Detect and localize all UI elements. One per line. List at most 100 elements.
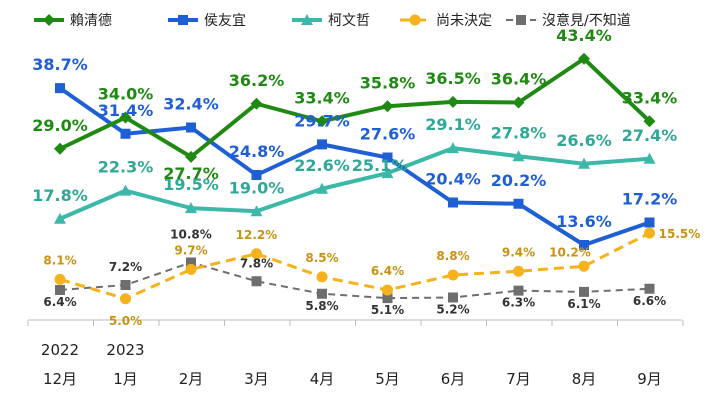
data-label: 19.0% bbox=[229, 178, 285, 197]
data-point bbox=[448, 197, 458, 208]
data-point bbox=[55, 285, 65, 295]
data-point bbox=[186, 257, 196, 268]
data-point bbox=[55, 83, 65, 94]
legend-item: 侯友宜 bbox=[168, 13, 246, 29]
data-point bbox=[316, 271, 328, 283]
data-point bbox=[579, 286, 589, 297]
x-tick-labels: 12月 1月 2月 3月 4月 5月 6月 7月 8月 9月 2022 2023 bbox=[41, 341, 662, 388]
data-point bbox=[382, 293, 393, 304]
data-label: 6.6% bbox=[633, 294, 666, 308]
data-point bbox=[316, 182, 328, 194]
series-markers bbox=[54, 52, 656, 305]
data-point bbox=[317, 288, 327, 299]
data-point bbox=[382, 284, 393, 296]
data-label: 43.4% bbox=[556, 26, 612, 45]
data-point bbox=[317, 139, 327, 150]
legend-item: 柯文哲 bbox=[292, 13, 370, 29]
data-point bbox=[643, 115, 656, 128]
data-label: 12.2% bbox=[236, 228, 278, 242]
legend-label: 沒意見/不知道 bbox=[542, 12, 631, 29]
data-label: 13.6% bbox=[556, 212, 612, 231]
data-point bbox=[119, 184, 132, 196]
data-label: 36.5% bbox=[425, 69, 481, 88]
data-label: 27.6% bbox=[360, 125, 416, 144]
legend-marker bbox=[301, 14, 313, 25]
data-label: 22.6% bbox=[294, 156, 350, 175]
data-label: 17.8% bbox=[32, 186, 88, 205]
legend-label: 賴清德 bbox=[70, 13, 112, 29]
data-label: 15.5% bbox=[659, 227, 701, 241]
data-label: 36.4% bbox=[491, 70, 547, 89]
series-line bbox=[59, 261, 650, 300]
data-label: 10.2% bbox=[549, 245, 591, 259]
x-tick-label: 8月 bbox=[572, 370, 597, 388]
data-point bbox=[644, 283, 655, 294]
series-line bbox=[59, 231, 651, 301]
legend-marker bbox=[43, 14, 55, 26]
data-label: 19.5% bbox=[163, 175, 219, 194]
data-label: 5.0% bbox=[109, 314, 142, 328]
data-point bbox=[120, 280, 131, 290]
data-point bbox=[447, 142, 459, 154]
data-label: 8.5% bbox=[305, 251, 338, 265]
data-point bbox=[186, 122, 196, 133]
data-point bbox=[185, 202, 197, 214]
data-label: 7.2% bbox=[109, 260, 142, 274]
data-label: 32.4% bbox=[163, 95, 219, 114]
data-point bbox=[513, 285, 524, 296]
data-label: 27.4% bbox=[622, 126, 678, 145]
data-label: 5.1% bbox=[371, 303, 404, 317]
data-label: 9.4% bbox=[502, 245, 535, 259]
series-line bbox=[59, 56, 651, 159]
data-point bbox=[250, 97, 263, 110]
legend-marker bbox=[516, 15, 526, 25]
data-label: 36.2% bbox=[229, 71, 285, 90]
data-labels: 6.4% 7.2% 10.8% 7.8% 5.8% 5.1% 5.2% 6.3% 6.1% 6.6… bbox=[32, 26, 700, 328]
data-point bbox=[382, 152, 393, 163]
data-point bbox=[448, 292, 458, 303]
data-label: 29.1% bbox=[425, 115, 481, 134]
data-label: 20.4% bbox=[425, 170, 481, 189]
year-label: 2023 bbox=[106, 341, 144, 359]
data-point bbox=[54, 273, 66, 285]
legend-label: 侯友宜 bbox=[204, 13, 246, 29]
legend-marker bbox=[409, 14, 421, 26]
data-point bbox=[316, 115, 328, 128]
data-label: 8.8% bbox=[436, 249, 469, 263]
data-point bbox=[54, 212, 66, 224]
data-label: 20.2% bbox=[491, 171, 547, 190]
data-point bbox=[447, 95, 459, 108]
data-point bbox=[119, 111, 132, 124]
series-lines bbox=[58, 56, 651, 301]
data-point bbox=[54, 142, 66, 155]
series-line bbox=[59, 146, 650, 221]
x-axis bbox=[27, 319, 684, 326]
x-tick-label: 2月 bbox=[179, 370, 204, 388]
data-label: 10.8% bbox=[170, 228, 212, 242]
data-label: 6.1% bbox=[567, 297, 600, 311]
data-label: 33.4% bbox=[622, 88, 678, 107]
data-label: 33.4% bbox=[294, 88, 350, 107]
data-label: 6.3% bbox=[502, 296, 535, 310]
data-label: 9.7% bbox=[174, 243, 207, 257]
legend-marker bbox=[178, 15, 188, 25]
x-tick-label: 5月 bbox=[375, 370, 400, 388]
x-tick-label: 7月 bbox=[506, 370, 531, 388]
data-point bbox=[513, 265, 524, 277]
data-label: 31.4% bbox=[98, 101, 154, 120]
data-label: 17.2% bbox=[622, 190, 678, 209]
data-point bbox=[250, 205, 263, 217]
data-label: 7.8% bbox=[240, 256, 273, 270]
legend-item: 尚未決定 bbox=[400, 13, 492, 29]
x-tick-label: 1月 bbox=[113, 370, 138, 388]
data-label: 29.7% bbox=[294, 111, 350, 130]
data-label: 6.4% bbox=[371, 264, 404, 278]
data-label: 5.2% bbox=[436, 303, 469, 317]
legend-item: 賴清德 bbox=[34, 13, 112, 29]
data-label: 34.0% bbox=[98, 85, 154, 104]
data-point bbox=[251, 276, 262, 287]
legend-label: 尚未決定 bbox=[436, 13, 492, 29]
data-label: 27.8% bbox=[491, 123, 547, 142]
data-point bbox=[185, 150, 197, 163]
